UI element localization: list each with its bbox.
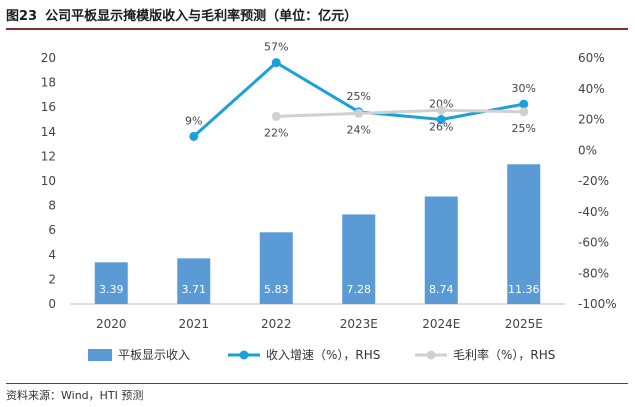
left-axis-tick-label: 18 [41, 76, 56, 90]
left-axis-tick-label: 8 [48, 199, 56, 213]
left-axis-tick-label: 14 [41, 125, 56, 139]
x-axis-tick-label: 2023E [340, 317, 378, 331]
right-axis-tick-label: 40% [578, 82, 605, 96]
figure-title-text: 公司平板显示掩模版收入与毛利率预测（单位：亿元） [45, 9, 358, 24]
bar-data-label: 3.39 [99, 283, 124, 296]
figure-number: 图23 [6, 9, 38, 24]
bar-data-label: 5.83 [264, 283, 289, 296]
series-data-label: 25% [347, 90, 371, 103]
right-axis-tick-label: 0% [578, 143, 597, 157]
series-point [436, 115, 446, 124]
left-axis-tick-label: 12 [41, 149, 56, 163]
x-axis-tick-label: 2022 [261, 317, 292, 331]
bar [424, 196, 458, 304]
series-point [519, 99, 529, 109]
left-axis-tick-label: 10 [41, 174, 56, 188]
right-axis-tick-label: -40% [578, 205, 609, 219]
legend-swatch-bar [88, 349, 112, 361]
left-axis-tick-label: 4 [48, 248, 56, 262]
left-axis-tick-label: 2 [48, 272, 56, 286]
legend-swatch-marker [426, 350, 436, 360]
legend-label: 平板显示收入 [118, 348, 190, 362]
legend-swatch-marker [239, 350, 249, 360]
series-data-label: 24% [347, 123, 371, 136]
series-point [436, 105, 446, 115]
right-axis-tick-label: 60% [578, 51, 605, 65]
x-axis-tick-label: 2025E [505, 317, 543, 331]
series-point [519, 107, 529, 117]
series-point [271, 58, 281, 68]
series-data-label: 25% [512, 122, 536, 135]
right-axis-tick-label: -80% [578, 266, 609, 280]
bar [94, 262, 128, 304]
series-data-label: 57% [264, 41, 288, 54]
left-axis-tick-label: 0 [48, 297, 56, 311]
series-data-label: 26% [429, 120, 453, 133]
legend-label: 毛利率（%），RHS [453, 347, 555, 362]
left-axis-tick-label: 6 [48, 223, 56, 237]
right-axis-tick-label: -20% [578, 174, 609, 188]
x-axis-tick-label: 2020 [96, 317, 127, 331]
series-data-label: 30% [512, 82, 536, 95]
right-axis-tick-label: 20% [578, 113, 605, 127]
bar-data-label: 11.36 [508, 283, 540, 296]
series-point [189, 131, 199, 141]
series-line [276, 108, 524, 118]
left-axis-tick-label: 16 [41, 100, 56, 114]
bar-data-label: 7.28 [347, 283, 372, 296]
bar [342, 214, 376, 304]
x-axis-tick-label: 2024E [422, 317, 460, 331]
left-axis-tick-label: 20 [41, 51, 56, 65]
series-data-label: 9% [185, 114, 202, 127]
bar-data-label: 8.74 [429, 283, 454, 296]
series-point [354, 108, 364, 118]
bar [177, 258, 211, 304]
series-data-label: 22% [264, 126, 288, 139]
right-axis-tick-label: -60% [578, 236, 609, 250]
series-point [271, 111, 281, 121]
bar [259, 232, 293, 304]
bar [507, 164, 541, 304]
figure-title: 图23 公司平板显示掩模版收入与毛利率预测（单位：亿元） [6, 6, 628, 30]
right-axis-tick-label: -100% [578, 297, 617, 311]
legend-label: 收入增速（%），RHS [266, 348, 380, 362]
source-note: 资料来源：Wind，HTI 预测 [6, 383, 628, 403]
bar-data-label: 3.71 [182, 283, 207, 296]
x-axis-tick-label: 2021 [178, 317, 209, 331]
series-data-label: 20% [429, 98, 453, 111]
